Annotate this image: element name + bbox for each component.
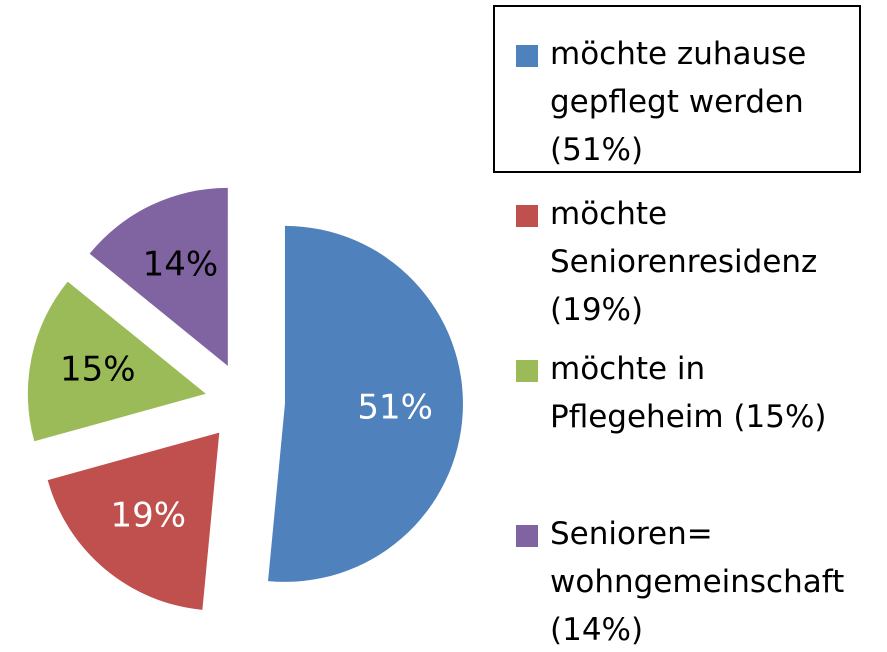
pie-slice	[89, 187, 228, 366]
data-label: 51%	[357, 388, 433, 428]
legend-swatch	[516, 45, 538, 67]
legend-label: möchte Seniorenresidenz (19%)	[550, 196, 818, 328]
legend-label: möchte zuhause gepflegt werden (51%)	[550, 36, 807, 168]
data-label: 15%	[60, 350, 136, 390]
pie-slice	[27, 281, 206, 442]
legend-label: möchte in Pflegeheim (15%)	[550, 351, 827, 435]
legend-swatch	[516, 205, 538, 227]
legend-label: Senioren= wohngemeinschaft (14%)	[550, 516, 845, 648]
legend-swatch	[516, 360, 538, 382]
pie-slice	[268, 225, 463, 582]
pie-slice	[47, 432, 220, 610]
legend-highlight	[493, 5, 861, 173]
legend-swatch	[516, 525, 538, 547]
data-label: 14%	[143, 245, 219, 285]
data-label: 19%	[111, 496, 187, 536]
